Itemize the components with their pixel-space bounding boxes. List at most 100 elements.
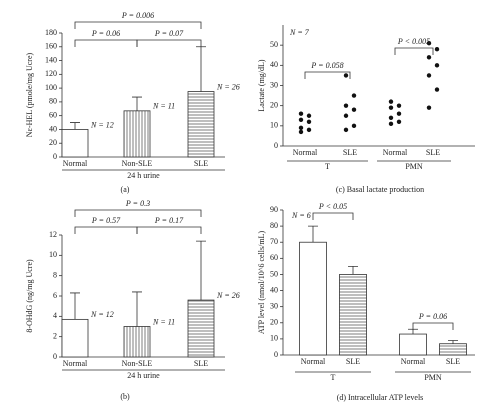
bracket <box>74 21 202 29</box>
y-tick-label: 40 <box>49 124 57 133</box>
y-tick-label: 0 <box>53 152 57 161</box>
bar <box>299 241 327 356</box>
y-axis-label: Lactate (mg/dL) <box>257 59 266 112</box>
point <box>388 105 394 110</box>
y-tick-label: 0 <box>274 350 278 359</box>
x-tick-label: Normal <box>63 159 88 168</box>
x-tick-label: SLE <box>446 357 460 366</box>
bar <box>61 318 89 358</box>
point <box>343 127 349 133</box>
point <box>426 105 432 110</box>
x-tick-label: SLE <box>426 148 440 157</box>
y-tick-label: 8 <box>53 270 57 279</box>
error-bar <box>70 122 80 130</box>
point <box>426 40 432 46</box>
y-tick-label: 80 <box>270 221 278 230</box>
point <box>306 119 312 125</box>
error-bar <box>132 291 142 327</box>
y-axis-label: Nε-HEL (pmole/mg Ucre) <box>25 52 34 137</box>
point <box>351 107 357 112</box>
x-tick-label: SLE <box>194 159 208 168</box>
error-bar <box>348 265 358 275</box>
point <box>343 113 349 118</box>
bar <box>123 110 151 158</box>
bracket <box>394 47 434 55</box>
y-tick-label: 70 <box>270 237 278 246</box>
caption: (b) <box>120 392 130 401</box>
y-tick-label: 50 <box>270 269 278 278</box>
bracket <box>312 212 354 220</box>
caption: (a) <box>121 185 130 194</box>
group-label: PMN <box>405 162 423 171</box>
n-label: N = 26 <box>216 82 240 91</box>
point <box>396 111 402 116</box>
point <box>426 73 432 78</box>
y-tick-label: 100 <box>45 83 57 92</box>
bar <box>61 129 89 158</box>
p-value: P = 0.006 <box>121 11 154 20</box>
point <box>306 113 312 118</box>
y-tick-label: 0 <box>274 141 278 150</box>
bracket <box>74 209 202 217</box>
y-tick-label: 160 <box>45 42 57 51</box>
p-value: P = 0.06 <box>418 312 447 321</box>
p-value: P = 0.3 <box>125 199 150 208</box>
x-tick-label: SLE <box>343 148 357 157</box>
x-tick-label: SLE <box>346 357 360 366</box>
bar <box>339 274 367 356</box>
point <box>388 99 394 104</box>
error-bar <box>196 46 206 92</box>
caption: (d) Intracellular ATP levels <box>337 393 424 402</box>
n-label: N = 7 <box>289 28 310 37</box>
point <box>388 121 394 127</box>
p-value: P = 0.058 <box>310 61 343 70</box>
y-tick-label: 90 <box>270 205 278 214</box>
p-value: P < 0.005 <box>397 37 430 46</box>
p-value: P = 0.07 <box>154 29 184 38</box>
error-bar <box>448 340 458 344</box>
bracket <box>136 226 202 234</box>
bracket <box>74 226 138 234</box>
y-axis-label: ATP level (nmol/10^6 cells/mL) <box>257 231 266 335</box>
bar <box>187 299 215 358</box>
p-value: P = 0.17 <box>154 216 184 225</box>
point <box>426 55 432 60</box>
p-value: P = 0.06 <box>91 29 120 38</box>
group-label: PMN <box>424 373 442 382</box>
y-tick-label: 6 <box>53 291 57 300</box>
y-tick-label: 10 <box>270 334 278 343</box>
x-tick-label: Normal <box>293 148 318 157</box>
x-axis-label: 24 h urine <box>127 171 160 180</box>
group-label: T <box>325 162 330 171</box>
y-tick-label: 140 <box>45 55 57 64</box>
point <box>396 119 402 125</box>
y-tick-label: 40 <box>270 285 278 294</box>
y-tick-label: 20 <box>49 138 57 147</box>
bar <box>439 343 467 356</box>
y-tick-label: 180 <box>45 28 57 37</box>
error-bar <box>196 240 206 301</box>
x-tick-label: Non-SLE <box>122 359 153 368</box>
point <box>306 127 312 133</box>
n-label: N = 11 <box>152 102 175 111</box>
n-label: N = 11 <box>152 317 175 326</box>
point <box>434 47 440 52</box>
y-tick-label: 10 <box>270 121 278 130</box>
x-tick-label: Normal <box>383 148 408 157</box>
point <box>434 63 440 68</box>
y-axis-label: 8-OHdG (ng/mg Ucre) <box>25 259 34 333</box>
x-tick-label: Normal <box>301 357 326 366</box>
point <box>343 73 349 78</box>
group-label: T <box>331 373 336 382</box>
point <box>351 123 357 129</box>
point <box>298 111 304 116</box>
y-tick-label: 30 <box>270 301 278 310</box>
point <box>298 125 304 131</box>
bracket <box>304 71 351 79</box>
x-tick-label: Normal <box>63 359 88 368</box>
p-value: P < 0.05 <box>318 202 347 211</box>
error-bar <box>70 292 80 320</box>
error-bar <box>132 96 142 111</box>
n-label: N = 26 <box>216 291 240 300</box>
